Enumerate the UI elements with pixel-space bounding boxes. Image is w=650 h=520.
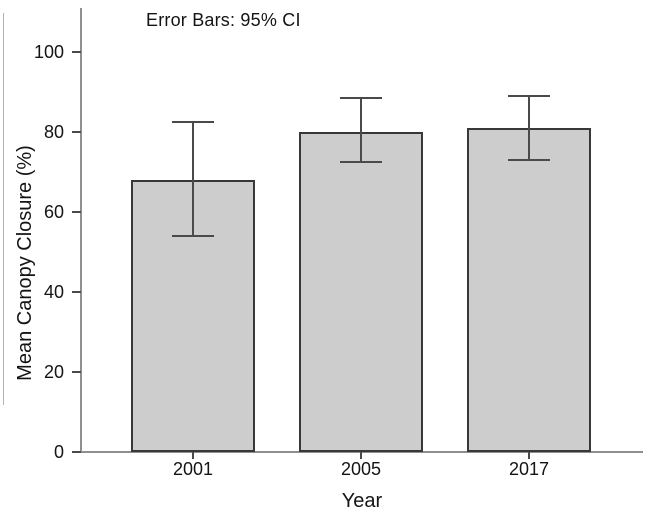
x-tick-mark-2001 [192,452,194,459]
y-tick-mark-0 [72,451,81,453]
y-tick-label-0: 0 [53,442,64,462]
y-tick-label-40: 40 [43,282,64,302]
x-axis-title: Year [341,490,383,512]
bar-2005 [299,132,423,452]
y-axis-line [80,8,82,452]
page-edge-line [3,13,4,405]
x-tick-mark-2005 [360,452,362,459]
error-bar-upper-cap-2017 [508,95,550,97]
error-bar-upper-cap-2001 [172,121,214,123]
error-bar-lower-cap-2005 [340,161,382,163]
y-tick-mark-20 [72,371,81,373]
error-bar-line-2017 [528,96,530,160]
x-tick-label-2005: 2005 [340,459,382,479]
error-bar-lower-cap-2017 [508,159,550,161]
error-bar-lower-cap-2001 [172,235,214,237]
y-tick-mark-60 [72,211,81,213]
error-bar-line-2001 [192,122,194,236]
y-tick-mark-80 [72,131,81,133]
error-bars-annotation: Error Bars: 95% CI [146,10,301,30]
y-tick-label-100: 100 [33,42,64,62]
x-tick-mark-2017 [528,452,530,459]
y-tick-label-80: 80 [43,122,64,142]
y-tick-mark-40 [72,291,81,293]
y-tick-label-60: 60 [43,202,64,222]
error-bar-upper-cap-2005 [340,97,382,99]
x-tick-label-2017: 2017 [508,459,550,479]
bar-2017 [467,128,591,452]
y-tick-mark-100 [72,51,81,53]
y-tick-label-20: 20 [43,362,64,382]
x-tick-label-2001: 2001 [172,459,214,479]
error-bar-line-2005 [360,98,362,162]
